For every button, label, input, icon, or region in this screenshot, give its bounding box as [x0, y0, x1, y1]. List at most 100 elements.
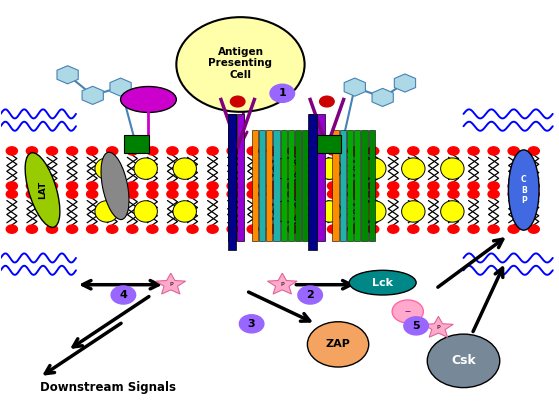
Circle shape: [368, 147, 379, 155]
Circle shape: [488, 190, 499, 198]
Text: ZAP: ZAP: [325, 339, 350, 349]
Bar: [354, 131, 361, 242]
Circle shape: [528, 190, 539, 198]
Ellipse shape: [318, 201, 342, 222]
Circle shape: [307, 147, 319, 155]
Circle shape: [428, 147, 439, 155]
Circle shape: [87, 147, 98, 155]
Bar: [281, 131, 287, 242]
Circle shape: [528, 182, 539, 190]
Circle shape: [6, 190, 17, 198]
Bar: [252, 131, 258, 242]
Circle shape: [147, 190, 158, 198]
Circle shape: [147, 182, 158, 190]
Circle shape: [508, 182, 519, 190]
Circle shape: [267, 225, 278, 233]
Circle shape: [267, 190, 278, 198]
Text: Downstream Signals: Downstream Signals: [40, 381, 176, 394]
Ellipse shape: [95, 201, 119, 222]
Circle shape: [26, 225, 37, 233]
Circle shape: [427, 334, 500, 388]
Circle shape: [127, 225, 138, 233]
Ellipse shape: [440, 201, 464, 222]
Ellipse shape: [25, 153, 60, 227]
Circle shape: [404, 317, 428, 335]
Circle shape: [187, 225, 198, 233]
Text: 4: 4: [120, 290, 127, 300]
Ellipse shape: [95, 158, 119, 179]
Circle shape: [328, 182, 339, 190]
Ellipse shape: [121, 86, 176, 112]
Circle shape: [87, 225, 98, 233]
Circle shape: [468, 190, 479, 198]
Text: LAT: LAT: [38, 181, 47, 199]
Circle shape: [388, 225, 399, 233]
Circle shape: [328, 147, 339, 155]
Polygon shape: [110, 78, 131, 96]
Ellipse shape: [363, 201, 386, 222]
Circle shape: [508, 190, 519, 198]
Text: Csk: Csk: [451, 354, 476, 367]
Circle shape: [230, 96, 245, 107]
Circle shape: [488, 147, 499, 155]
Ellipse shape: [401, 158, 425, 179]
Circle shape: [408, 147, 419, 155]
Circle shape: [227, 182, 238, 190]
Circle shape: [247, 225, 258, 233]
Polygon shape: [372, 88, 394, 107]
Polygon shape: [394, 74, 415, 92]
Circle shape: [307, 225, 319, 233]
Circle shape: [428, 182, 439, 190]
Circle shape: [207, 225, 218, 233]
Ellipse shape: [401, 201, 425, 222]
Ellipse shape: [508, 150, 539, 230]
Text: P: P: [169, 282, 173, 287]
Ellipse shape: [134, 158, 158, 179]
Circle shape: [127, 147, 138, 155]
Circle shape: [207, 182, 218, 190]
Circle shape: [468, 182, 479, 190]
Circle shape: [107, 190, 118, 198]
Circle shape: [287, 147, 299, 155]
Circle shape: [46, 190, 58, 198]
Circle shape: [428, 225, 439, 233]
Circle shape: [46, 225, 58, 233]
Text: P: P: [437, 325, 440, 330]
Circle shape: [267, 147, 278, 155]
Circle shape: [392, 300, 423, 323]
Circle shape: [270, 84, 295, 102]
Bar: [236, 114, 244, 242]
Circle shape: [67, 182, 78, 190]
Circle shape: [147, 225, 158, 233]
Circle shape: [127, 190, 138, 198]
Circle shape: [239, 315, 264, 333]
Bar: [228, 114, 236, 242]
Circle shape: [488, 225, 499, 233]
Circle shape: [348, 147, 359, 155]
Text: 1: 1: [278, 88, 286, 98]
Bar: [347, 131, 353, 242]
Text: 5: 5: [413, 321, 420, 331]
Ellipse shape: [173, 158, 196, 179]
Bar: [302, 131, 309, 242]
Circle shape: [227, 190, 238, 198]
Ellipse shape: [349, 270, 416, 295]
FancyBboxPatch shape: [317, 135, 342, 153]
Circle shape: [107, 147, 118, 155]
Circle shape: [408, 225, 419, 233]
Polygon shape: [267, 273, 297, 294]
Circle shape: [388, 190, 399, 198]
Bar: [318, 114, 325, 242]
Circle shape: [388, 147, 399, 155]
Circle shape: [528, 147, 539, 155]
Polygon shape: [82, 86, 103, 104]
Ellipse shape: [101, 152, 129, 220]
Circle shape: [448, 190, 459, 198]
Circle shape: [147, 147, 158, 155]
Circle shape: [348, 182, 359, 190]
Bar: [340, 131, 346, 242]
Circle shape: [227, 147, 238, 155]
Circle shape: [127, 182, 138, 190]
Ellipse shape: [273, 158, 297, 179]
Circle shape: [508, 225, 519, 233]
